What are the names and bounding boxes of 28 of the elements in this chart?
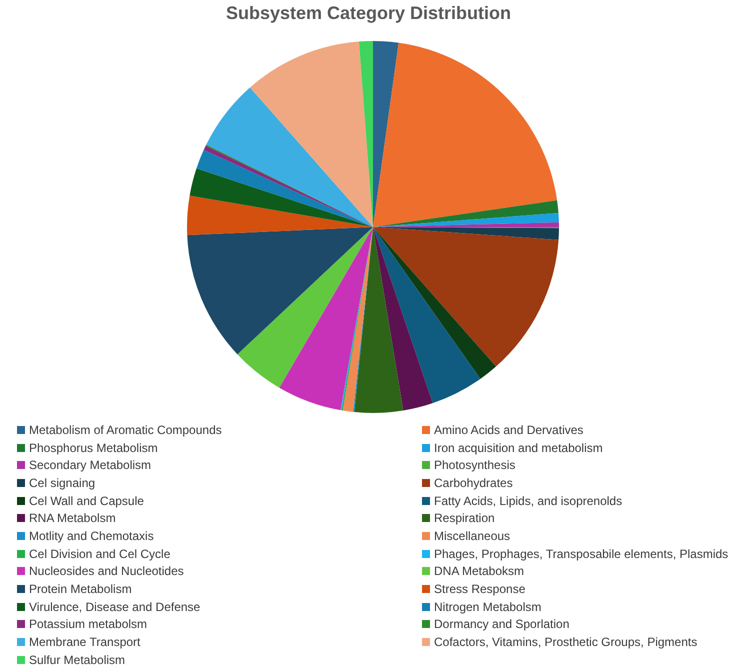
legend-label: Stress Response	[434, 582, 526, 596]
legend-label: DNA Metaboksm	[434, 564, 524, 578]
legend-label: Carbohydrates	[434, 476, 513, 490]
legend-label: Cofactors, Vitamins, Prosthetic Groups, Pigments	[434, 635, 698, 650]
legend-label: Metabolism of Aromatic Compounds	[29, 422, 222, 437]
legend-label: Amino Acids and Dervatives	[434, 422, 584, 437]
legend-label: Phages, Prophages, Transposabile elements, Plasmids	[434, 546, 728, 561]
legend-label: Potassium metabolsm	[29, 617, 148, 632]
legend-label: Cel Wall and Capsule	[29, 494, 144, 508]
legend-label: Cel Division and Cel Cycle	[29, 546, 170, 561]
legend-label: Phosphorus Metabolism	[29, 440, 158, 455]
legend-label: Membrane Transport	[29, 635, 140, 650]
legend-label: Fatty Acids, Lipids, and isoprenolds	[434, 494, 622, 508]
legend-label: Motlity and Chemotaxis	[29, 528, 154, 543]
legend-label: Cel signaing	[29, 476, 96, 490]
legend-label: Iron acquisition and metabolism	[434, 440, 603, 455]
legend-label: Sulfur Metabolism	[29, 652, 126, 667]
legend-label: Dormancy and Sporlation	[434, 617, 570, 632]
legend-label: Protein Metabolism	[29, 582, 132, 596]
legend-label: Photosynthesis	[434, 458, 516, 472]
legend-label: Miscellaneous	[434, 528, 510, 543]
legend-label: Secondary Metabolism	[29, 458, 152, 472]
chart-title: Subsystem Category Distribution	[224, 2, 512, 25]
legend-label: Nucleosides and Nucleotides	[29, 564, 184, 578]
legend-label: Virulence, Disease and Defense	[29, 600, 200, 614]
legend-label: Respiration	[434, 511, 495, 526]
legend-label: RNA Metabolsm	[29, 511, 116, 526]
legend-label: Nitrogen Metabolsm	[434, 600, 542, 614]
